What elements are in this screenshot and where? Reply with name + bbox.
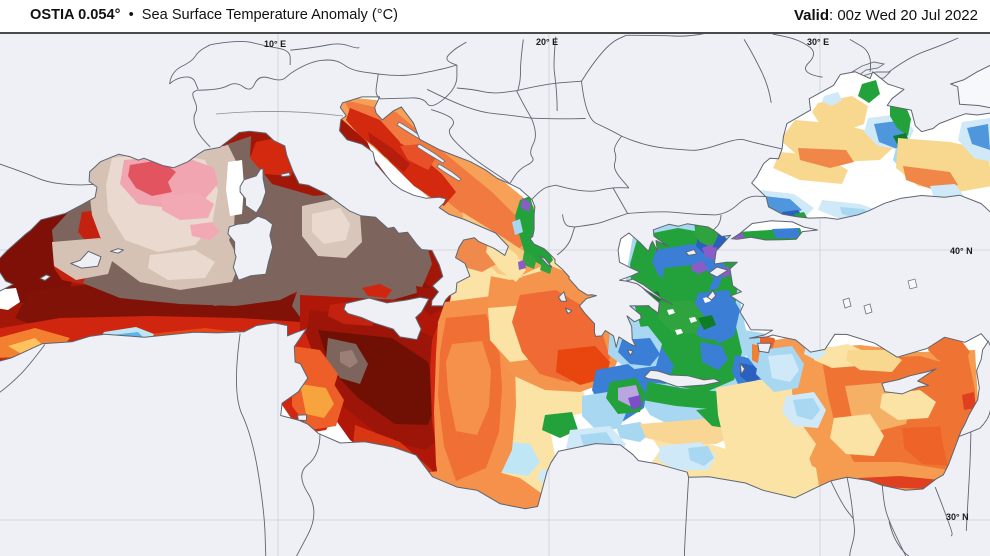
svg-text:10° E: 10° E bbox=[264, 39, 286, 49]
svg-text:40° N: 40° N bbox=[950, 246, 973, 256]
svg-text:20° E: 20° E bbox=[536, 37, 558, 47]
svg-text:30° N: 30° N bbox=[946, 512, 969, 522]
svg-text:30° E: 30° E bbox=[807, 37, 829, 47]
